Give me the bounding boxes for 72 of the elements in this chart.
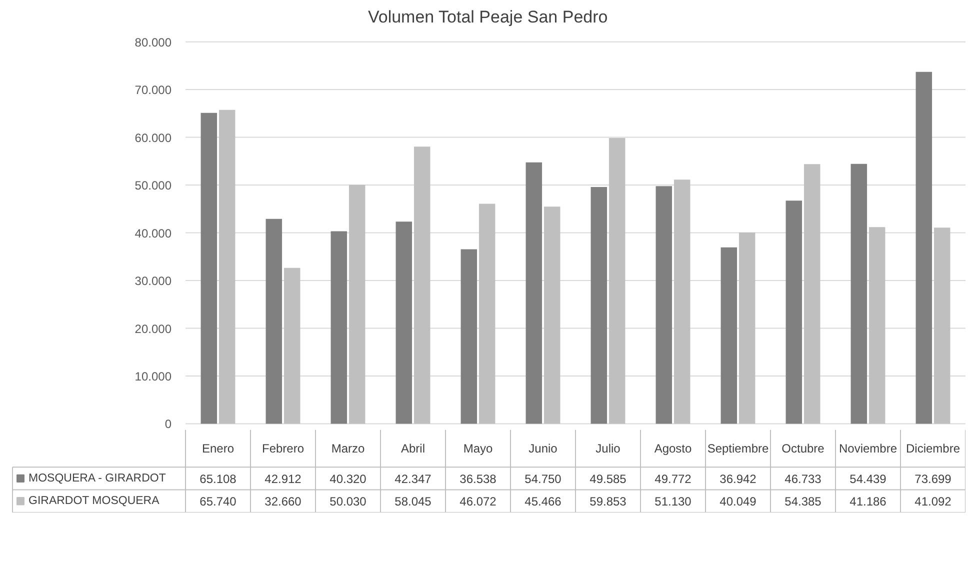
data-label: 40.320 [330, 472, 367, 486]
legend-label: GIRARDOT MOSQUERA [28, 495, 160, 508]
data-label: 42.347 [394, 472, 432, 486]
bar [804, 164, 820, 424]
x-tick-label: Mayo [463, 442, 493, 456]
data-label: 49.585 [590, 472, 627, 486]
data-label: 54.439 [850, 472, 887, 486]
bar [284, 268, 300, 424]
data-label: 49.772 [654, 472, 692, 486]
data-label: 65.108 [200, 472, 237, 486]
bar [608, 138, 626, 424]
data-label: 41.186 [850, 494, 887, 509]
bar [850, 164, 868, 424]
x-tick-label: Abril [400, 442, 426, 456]
x-tick-label: Agosto [654, 442, 692, 456]
data-label: 73.699 [914, 472, 952, 486]
bar [590, 187, 608, 424]
x-tick-label: Septiembre [707, 442, 770, 456]
y-tick-label: 20.000 [134, 322, 172, 336]
bar [934, 228, 950, 424]
chart-title: Volumen Total Peaje San Pedro [368, 8, 608, 26]
data-label: 40.049 [720, 494, 757, 509]
bar [720, 247, 738, 424]
bar [544, 206, 560, 424]
bar [526, 162, 542, 424]
bar [200, 112, 218, 424]
data-label: 32.660 [264, 494, 302, 509]
x-tick-label: Marzo [331, 442, 365, 456]
bar [868, 227, 886, 424]
bar [674, 180, 690, 424]
data-label: 54.750 [524, 472, 562, 486]
bar [396, 222, 412, 424]
bar [460, 249, 478, 424]
y-tick-label: 0 [164, 417, 172, 432]
x-tick-label: Julio [596, 442, 621, 456]
x-tick-label: Enero [202, 442, 234, 456]
bar [738, 232, 756, 424]
data-label: 58.045 [394, 494, 432, 509]
x-tick-label: Febrero [262, 442, 304, 456]
data-label: 36.942 [720, 472, 757, 486]
data-label: 41.092 [914, 494, 952, 509]
data-label: 46.733 [784, 472, 822, 486]
data-label: 54.385 [784, 494, 822, 509]
bar [478, 204, 496, 424]
x-tick-label: Octubre [782, 442, 825, 456]
data-label: 65.740 [200, 494, 237, 509]
legend-label: MOSQUERA - GIRARDOT [28, 472, 166, 484]
bar [266, 218, 282, 424]
x-tick-label: Diciembre [906, 442, 960, 456]
x-tick-label: Noviembre [838, 442, 898, 456]
x-tick-label: Junio [528, 442, 558, 456]
y-tick-label: 70.000 [134, 83, 172, 98]
y-tick-label: 10.000 [134, 369, 172, 384]
bar [348, 184, 366, 424]
y-tick-label: 80.000 [134, 35, 172, 50]
bar [414, 146, 430, 424]
y-tick-label: 50.000 [134, 178, 172, 193]
data-label: 42.912 [264, 472, 302, 486]
data-label: 36.538 [460, 472, 497, 486]
data-label: 50.030 [330, 494, 367, 509]
bar [916, 72, 932, 424]
bar [218, 110, 236, 424]
data-label: 46.072 [460, 494, 497, 509]
y-tick-label: 60.000 [134, 130, 172, 145]
bar [330, 231, 348, 424]
data-label: 51.130 [654, 494, 692, 509]
bar [656, 186, 672, 424]
data-label: 59.853 [590, 494, 627, 509]
y-tick-label: 30.000 [134, 274, 172, 288]
data-label: 45.466 [524, 494, 562, 509]
bar [786, 200, 802, 424]
y-tick-label: 40.000 [134, 226, 172, 240]
